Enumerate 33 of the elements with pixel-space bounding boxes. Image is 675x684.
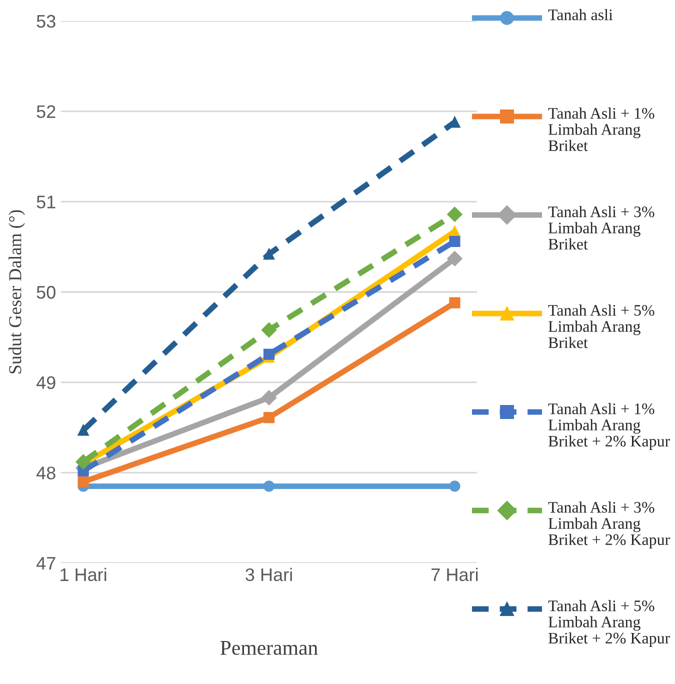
legend-label: Tanah Asli + 5% Limbah Arang Briket + 2% Kapur xyxy=(548,600,670,647)
y-tick-label: 49 xyxy=(36,376,56,390)
point xyxy=(261,322,277,338)
point xyxy=(263,412,275,424)
legend-label: Tanah Asli + 5% Limbah Arang Briket xyxy=(548,304,654,348)
y-tick-label: 51 xyxy=(36,196,56,208)
point xyxy=(78,424,89,436)
point xyxy=(449,480,460,492)
legend-label: Tanah asli xyxy=(548,9,613,20)
point xyxy=(78,476,89,488)
point xyxy=(447,206,462,222)
point xyxy=(263,248,275,260)
x-tick-label: 3 Hari xyxy=(246,568,292,582)
y-tick-label: 52 xyxy=(36,105,56,118)
legend-label: Tanah Asli + 1% Limbah Arang Briket xyxy=(548,108,654,152)
point xyxy=(76,454,91,470)
x-tick-label: 1 Hari xyxy=(60,568,106,582)
y-tick-label: 48 xyxy=(36,466,56,480)
point xyxy=(447,251,462,266)
y-tick-label: 47 xyxy=(36,557,56,570)
x-tick-label: 7 Hari xyxy=(432,568,478,582)
legend-label: Tanah Asli + 1% Limbah Arang Briket + 2% Kapur xyxy=(548,403,670,450)
y-axis-title: Sudut Geser Dalam (°) xyxy=(8,210,25,374)
legend-label: Tanah Asli + 3% Limbah Arang Briket xyxy=(548,206,654,250)
point xyxy=(449,236,460,247)
y-tick-label: 53 xyxy=(36,14,56,28)
point xyxy=(449,297,460,308)
point xyxy=(263,348,275,360)
x-axis-title: Pemeraman xyxy=(220,641,318,655)
point xyxy=(263,480,275,492)
legend-label: Tanah Asli + 3% Limbah Arang Briket + 2% Kapur xyxy=(548,502,670,548)
y-tick-label: 50 xyxy=(36,286,56,299)
point xyxy=(261,390,277,406)
